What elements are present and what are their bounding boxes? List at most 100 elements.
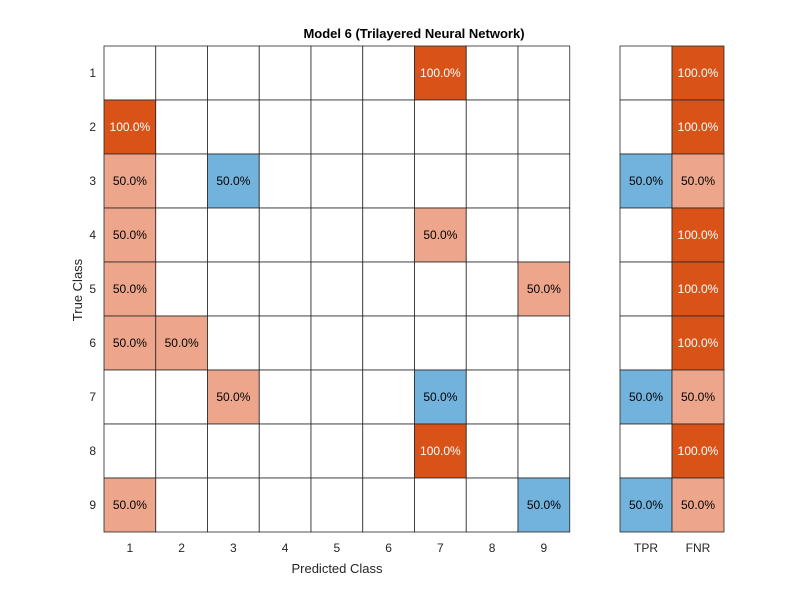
tpr-cell-r7: [619, 369, 673, 425]
cell-r6-c2: [155, 315, 208, 371]
cell-r3-c2: [155, 153, 208, 209]
cell-r8-c6: [362, 423, 415, 479]
cell-r7-c1: [103, 369, 157, 425]
cell-label-r7-c7: 50.0%: [423, 390, 457, 404]
cell-r7-c8: [465, 369, 519, 425]
cell-r2-c9: [517, 99, 571, 155]
fnr-label-r7: 50.0%: [681, 390, 715, 404]
cell-label-r4-c7: 50.0%: [423, 228, 457, 242]
cell-r4-c7: [414, 207, 467, 263]
fnr-label-r3: 50.0%: [681, 174, 715, 188]
tpr-label-r9: 50.0%: [629, 498, 663, 512]
cell-r7-c6: [362, 369, 415, 425]
cell-r3-c3: [207, 153, 260, 209]
cell-label-r4-c1: 50.0%: [113, 228, 147, 242]
cell-r5-c3: [207, 261, 260, 317]
cell-r4-c4: [258, 207, 312, 263]
cell-label-r9-c1: 50.0%: [113, 498, 147, 512]
y-tick-3: 3: [89, 174, 96, 188]
cell-r4-c5: [310, 207, 364, 263]
cell-r9-c1: [103, 477, 157, 533]
cell-r1-c4: [258, 45, 312, 101]
tick-labels: 1 2 3 4 5 6 7 8 9 1 2 3 4 5 6 7 8 9 TPR FNR: [89, 66, 710, 555]
y-tick-9: 9: [89, 498, 96, 512]
x-tick-9: 9: [541, 541, 548, 555]
cell-r9-c2: [155, 477, 208, 533]
main-matrix: 100.0% 100.0% 50.0% 50.0% 50.0% 50.0% 50.0% 50.…: [103, 45, 571, 533]
cell-label-r8-c7: 100.0%: [420, 444, 461, 458]
cell-r2-c4: [258, 99, 312, 155]
cell-r4-c9: [517, 207, 571, 263]
cell-r6-c3: [207, 315, 260, 371]
tpr-cell-r4: [619, 207, 673, 263]
cell-r1-c7: [414, 45, 467, 101]
cell-r8-c8: [465, 423, 519, 479]
fnr-cell-r5: [671, 261, 725, 317]
y-tick-7: 7: [89, 390, 96, 404]
cell-r1-c9: [517, 45, 571, 101]
x-tick-8: 8: [489, 541, 496, 555]
cell-r9-c8: [465, 477, 519, 533]
cell-r3-c8: [465, 153, 519, 209]
x-tick-4: 4: [282, 541, 289, 555]
cell-label-r7-c3: 50.0%: [216, 390, 250, 404]
cell-r6-c9: [517, 315, 571, 371]
cell-r6-c6: [362, 315, 415, 371]
cell-r6-c8: [465, 315, 519, 371]
cell-label-r5-c9: 50.0%: [527, 282, 561, 296]
cell-r5-c4: [258, 261, 312, 317]
cell-r1-c6: [362, 45, 415, 101]
cell-r8-c9: [517, 423, 571, 479]
y-tick-5: 5: [89, 282, 96, 296]
x-tick-6: 6: [385, 541, 392, 555]
cell-r3-c1: [103, 153, 157, 209]
x-tick-1: 1: [127, 541, 134, 555]
x-tick-7: 7: [437, 541, 444, 555]
y-axis-label: True Class: [70, 258, 85, 321]
cell-r5-c5: [310, 261, 364, 317]
cell-label-r9-c9: 50.0%: [527, 498, 561, 512]
cell-r8-c3: [207, 423, 260, 479]
cell-r9-c7: [414, 477, 467, 533]
cell-r2-c8: [465, 99, 519, 155]
cell-label-r5-c1: 50.0%: [113, 282, 147, 296]
cell-r8-c2: [155, 423, 208, 479]
cell-label-r2-c1: 100.0%: [110, 120, 151, 134]
cell-r4-c3: [207, 207, 260, 263]
cell-r7-c5: [310, 369, 364, 425]
tpr-cell-r3: [619, 153, 673, 209]
x-tick-3: 3: [230, 541, 237, 555]
tpr-label-r7: 50.0%: [629, 390, 663, 404]
cell-r2-c5: [310, 99, 364, 155]
cell-r3-c9: [517, 153, 571, 209]
fnr-cell-r2: [671, 99, 725, 155]
fnr-label-r8: 100.0%: [678, 444, 719, 458]
cell-r1-c3: [207, 45, 260, 101]
cell-r1-c8: [465, 45, 519, 101]
cell-r9-c9: [517, 477, 571, 533]
cell-label-r1-c7: 100.0%: [420, 66, 461, 80]
tpr-cell-r6: [619, 315, 673, 371]
fnr-label-r1: 100.0%: [678, 66, 719, 80]
chart-title: Model 6 (Trilayered Neural Network): [303, 26, 524, 41]
side-tick-fnr: FNR: [686, 541, 711, 555]
cell-r3-c5: [310, 153, 364, 209]
fnr-cell-r9: [671, 477, 725, 533]
cell-r6-c4: [258, 315, 312, 371]
cell-r6-c5: [310, 315, 364, 371]
fnr-cell-r7: [671, 369, 725, 425]
y-tick-6: 6: [89, 336, 96, 350]
cell-r4-c6: [362, 207, 415, 263]
cell-r3-c4: [258, 153, 312, 209]
x-axis-label: Predicted Class: [291, 561, 383, 576]
cell-r5-c9: [517, 261, 571, 317]
y-tick-2: 2: [89, 120, 96, 134]
cell-r3-c6: [362, 153, 415, 209]
cell-r2-c7: [414, 99, 467, 155]
cell-r1-c1: [103, 45, 157, 101]
cell-r7-c4: [258, 369, 312, 425]
cell-r4-c8: [465, 207, 519, 263]
fnr-cell-r4: [671, 207, 725, 263]
